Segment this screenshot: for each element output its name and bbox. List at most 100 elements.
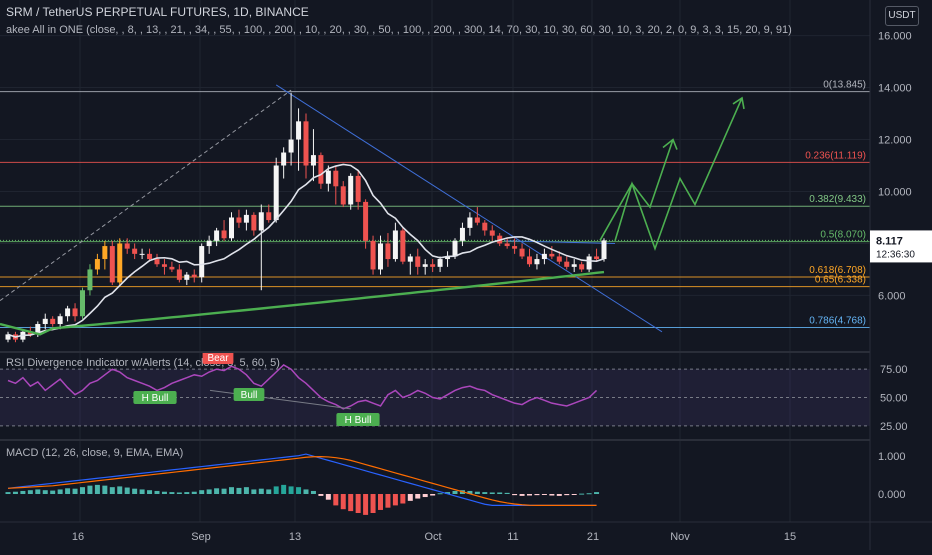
macd-histogram-bar <box>50 490 56 494</box>
rsi-pane[interactable]: RSI Divergence Indicator w/Alerts (14, c… <box>0 351 870 427</box>
last-price-label: 8.117 <box>876 235 903 247</box>
macd-histogram-bar <box>124 487 130 494</box>
drawings[interactable] <box>0 84 745 333</box>
time-tick-label: 13 <box>289 531 301 543</box>
divergence-label-box <box>202 351 234 364</box>
macd-histogram-bar <box>527 494 532 496</box>
candle-body <box>504 243 510 247</box>
macd-histogram-bar <box>266 489 272 494</box>
currency-unit-button[interactable]: USDT <box>885 6 919 26</box>
macd-histogram-bar <box>102 485 108 494</box>
candle-body <box>489 230 495 236</box>
descending-trend-line[interactable] <box>275 84 663 333</box>
time-tick-label: 21 <box>587 531 599 543</box>
macd-histogram-bar <box>87 485 93 494</box>
candle-body <box>385 243 391 260</box>
projection-path[interactable] <box>599 139 674 241</box>
candle-body <box>57 316 63 325</box>
fib-level-label: 0.618(6.708) <box>809 265 866 276</box>
candle-body <box>184 274 190 280</box>
macd-histogram-bar <box>154 490 160 494</box>
candle-body <box>407 256 413 262</box>
price-axis-background <box>870 0 932 550</box>
macd-histogram-bar <box>422 494 428 498</box>
candle-body <box>564 261 570 267</box>
candle-body <box>35 324 41 335</box>
fib-retracement[interactable]: 0(13.845) 0.236(11.119) 0.382(9.433) 0.5(8.… <box>0 80 870 328</box>
candle-body <box>333 170 339 187</box>
macd-histogram-bar <box>385 494 391 508</box>
divergence-label-box <box>336 413 380 426</box>
grid-lines <box>0 0 870 522</box>
price-tick-label: 10.000 <box>878 186 912 198</box>
candle-body <box>452 240 458 257</box>
macd-histogram-bar <box>594 492 600 494</box>
macd-histogram-bar <box>407 494 413 501</box>
macd-histogram-bar <box>281 484 287 494</box>
candle-body <box>288 139 294 153</box>
macd-histogram-bar <box>437 493 443 495</box>
macd-pane[interactable]: MACD (12, 26, close, 9, EMA, EMA) <box>5 447 600 515</box>
candle-body <box>139 253 145 255</box>
candle-body <box>541 253 547 260</box>
candle-body <box>229 217 234 239</box>
candle-body <box>281 152 287 166</box>
candle-body <box>296 121 302 140</box>
time-tick-label: Nov <box>670 531 690 543</box>
divergence-label-box <box>133 391 177 404</box>
candle-body <box>251 214 257 231</box>
macd-histogram-bar <box>556 494 562 496</box>
candle-body <box>340 186 346 205</box>
candle-body <box>482 222 488 231</box>
macd-histogram-bar <box>199 490 205 494</box>
macd-histogram-bar <box>169 492 175 494</box>
candle-body <box>124 243 130 249</box>
macd-histogram-bar <box>214 488 220 494</box>
candle-body <box>601 240 607 260</box>
macd-histogram-bar <box>251 489 257 494</box>
macd-histogram-bar <box>400 494 406 504</box>
candle-body <box>132 248 138 254</box>
resistance-line[interactable] <box>504 240 616 244</box>
dashed-trend-line[interactable] <box>0 89 292 302</box>
candle-body <box>586 256 592 270</box>
moving-averages <box>0 163 605 338</box>
macd-histogram-bar <box>206 489 212 494</box>
macd-histogram-bar <box>355 494 361 513</box>
macd-histogram-bar <box>288 486 294 494</box>
macd-histogram-bar <box>161 491 167 494</box>
macd-histogram-bar <box>57 489 63 494</box>
divergence-label: Bear <box>207 353 229 364</box>
macd-histogram-bar <box>243 487 249 494</box>
indicator-legend[interactable]: akee All in ONE (close, , 8, , 13, , 21,… <box>6 24 792 36</box>
macd-histogram-bar <box>571 494 577 495</box>
macd-histogram-bar <box>258 488 264 494</box>
time-tick-label: 15 <box>784 531 796 543</box>
bar-countdown: 12:36:30 <box>876 249 915 260</box>
macd-histogram-bar <box>139 489 145 494</box>
macd-histogram-bar <box>586 493 592 495</box>
macd-histogram-bar <box>12 491 18 494</box>
candle-body <box>87 269 93 291</box>
price-tick-label: 12.000 <box>878 135 912 147</box>
fib-level-label: 0(13.845) <box>823 80 866 91</box>
candle-body <box>437 259 443 267</box>
macd-histogram-bar <box>117 486 123 494</box>
fib-level-label: 0.65(6.338) <box>815 275 866 286</box>
macd-histogram-bar <box>318 494 324 496</box>
macd-histogram-bar <box>452 490 458 494</box>
candle-body <box>467 217 473 228</box>
symbol-title[interactable]: SRM / TetherUS PERPETUAL FUTURES, 1D, BI… <box>6 5 309 19</box>
candle-body <box>310 155 316 166</box>
candle-body <box>549 253 555 257</box>
macd-histogram-bar <box>303 489 309 494</box>
macd-title: MACD (12, 26, close, 9, EMA, EMA) <box>6 447 183 459</box>
macd-histogram-bar <box>392 494 398 506</box>
divergence-label: H Bull <box>142 393 169 404</box>
macd-histogram-bar <box>191 491 197 494</box>
signal-line <box>7 456 597 506</box>
candle-body <box>594 256 600 260</box>
macd-histogram-bar <box>340 494 346 510</box>
projection-path[interactable] <box>614 97 743 252</box>
